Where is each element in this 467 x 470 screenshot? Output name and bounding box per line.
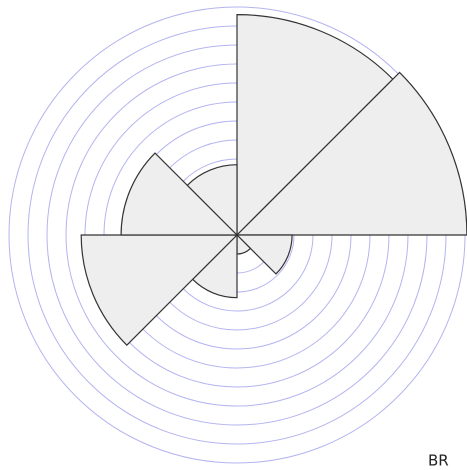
sector — [120, 152, 239, 236]
sector — [186, 164, 238, 237]
sector — [235, 71, 467, 236]
sector — [80, 234, 239, 347]
annotation: BR — [428, 452, 449, 470]
sector — [236, 13, 394, 237]
sector — [235, 234, 293, 275]
